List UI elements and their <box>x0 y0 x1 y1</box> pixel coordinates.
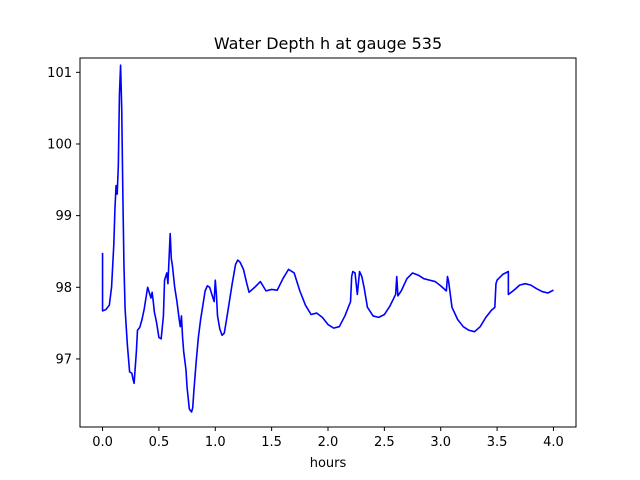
y-tick-label: 101 <box>47 66 72 81</box>
series-group <box>101 64 554 413</box>
x-tick-label: 0.0 <box>92 435 113 450</box>
y-tick-label: 98 <box>55 281 72 296</box>
x-tick-label: 2.0 <box>318 435 339 450</box>
x-axis: 0.0 0.5 1.0 1.5 2.0 2.5 3.0 3.5 4.0 <box>92 427 564 450</box>
x-axis-label: hours <box>310 456 347 471</box>
x-tick-label: 1.5 <box>261 435 282 450</box>
y-tick-label: 97 <box>55 352 72 367</box>
chart-title: Water Depth h at gauge 535 <box>214 34 442 53</box>
x-tick-label: 3.5 <box>487 435 508 450</box>
y-tick-label: 100 <box>47 137 72 152</box>
x-tick-label: 1.0 <box>205 435 226 450</box>
x-tick-label: 3.0 <box>430 435 451 450</box>
y-tick-label: 99 <box>55 209 72 224</box>
series-line-0 <box>101 64 554 413</box>
x-tick-label: 2.5 <box>374 435 395 450</box>
x-tick-label: 0.5 <box>149 435 170 450</box>
x-tick-label: 4.0 <box>543 435 564 450</box>
y-axis: 97 98 99 100 101 <box>47 66 80 367</box>
